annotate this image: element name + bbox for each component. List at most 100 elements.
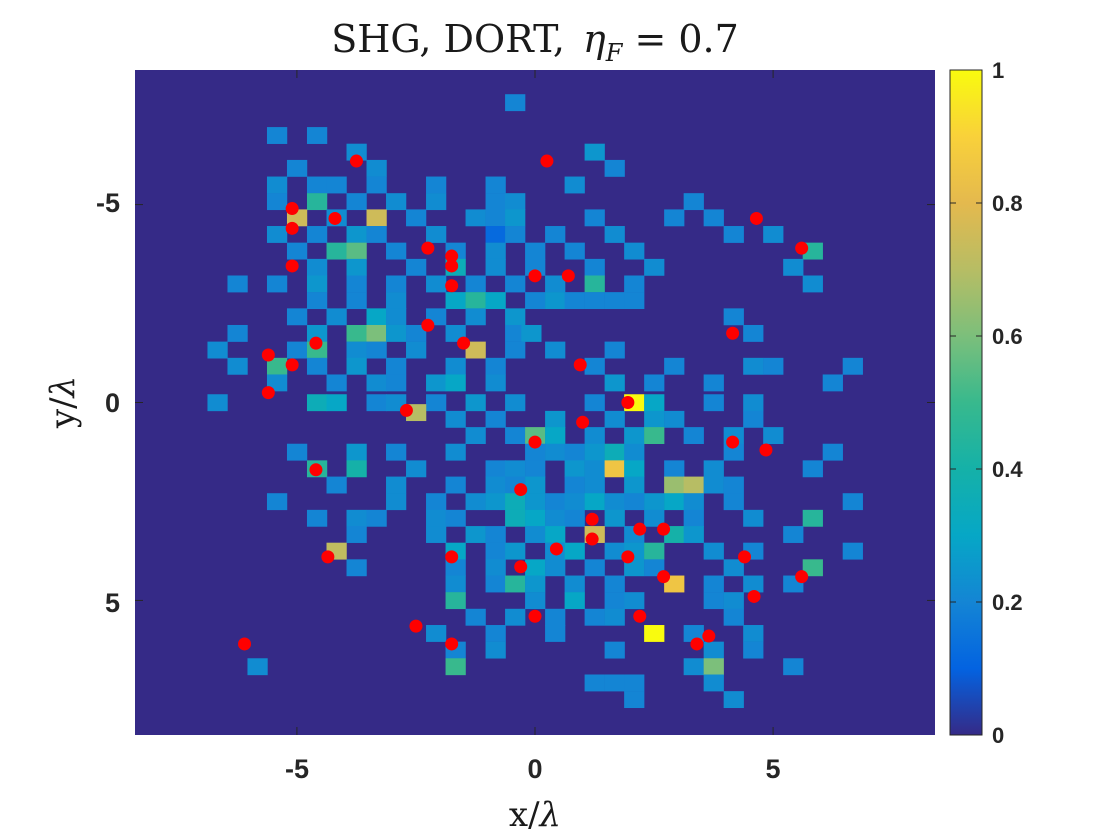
marker-point xyxy=(621,396,635,409)
heatmap-cell xyxy=(386,292,407,310)
heatmap-cell xyxy=(445,592,466,610)
marker-point xyxy=(726,326,740,340)
marker-point xyxy=(528,609,542,623)
heatmap-cell xyxy=(584,275,605,293)
marker-point xyxy=(657,570,671,584)
heatmap-cell xyxy=(306,176,328,194)
heatmap-cell xyxy=(306,324,328,342)
heatmap-cell xyxy=(505,341,526,359)
chart-title-prefix: SHG, DORT, xyxy=(331,17,565,61)
heatmap-cell xyxy=(525,242,546,260)
heatmap-cell xyxy=(564,592,585,610)
heatmap-cell xyxy=(783,258,804,276)
heatmap-cell xyxy=(266,176,288,194)
heatmap-cell xyxy=(386,308,407,326)
heatmap-cell xyxy=(664,357,685,375)
heatmap-cell xyxy=(644,258,665,276)
heatmap-cell xyxy=(386,476,407,494)
heatmap-cell xyxy=(743,357,764,375)
heatmap-cell xyxy=(703,575,724,593)
heatmap-cell xyxy=(564,542,585,560)
heatmap-cell xyxy=(683,625,704,642)
heatmap-cell xyxy=(426,176,447,194)
heatmap-cell xyxy=(247,658,268,676)
heatmap-cell xyxy=(584,476,605,494)
heatmap-cell xyxy=(683,476,704,494)
heatmap-cell xyxy=(545,625,566,642)
heatmap-cell xyxy=(525,509,546,527)
heatmap-cell xyxy=(644,493,665,511)
heatmap-cell xyxy=(207,394,228,412)
heatmap-cell xyxy=(545,226,566,243)
heatmap-cell xyxy=(604,341,625,359)
heatmap-cell xyxy=(346,242,367,260)
heatmap-cell xyxy=(545,341,566,359)
marker-point xyxy=(528,269,542,283)
heatmap-cell xyxy=(545,427,566,444)
heatmap-cell xyxy=(545,608,566,626)
heatmap-cell xyxy=(346,559,367,577)
marker-points xyxy=(238,154,809,651)
heatmap-cells xyxy=(207,94,863,709)
heatmap-cell xyxy=(207,341,228,359)
heatmap-cell xyxy=(346,292,367,310)
heatmap-cell xyxy=(783,526,804,543)
heatmap-cell xyxy=(564,476,585,494)
heatmap-cell xyxy=(842,357,863,375)
heatmap-cell xyxy=(445,292,466,310)
heatmap-cell xyxy=(822,374,843,392)
heatmap-cell xyxy=(465,308,486,326)
marker-point xyxy=(445,637,459,651)
heatmap-cell xyxy=(525,460,546,478)
heatmap-cell xyxy=(822,443,843,461)
heatmap-cell xyxy=(624,427,645,444)
heatmap-cell xyxy=(485,357,506,375)
heatmap-cell xyxy=(485,526,506,543)
heatmap-cell xyxy=(584,443,605,461)
heatmap-cell xyxy=(306,193,328,211)
heatmap-cell xyxy=(286,308,308,326)
heatmap-cell xyxy=(624,493,645,511)
heatmap-cell xyxy=(604,226,625,243)
y-axis-label: y/λ xyxy=(43,376,83,429)
heatmap-cell xyxy=(465,292,486,310)
heatmap-cell xyxy=(485,476,506,494)
heatmap-cell xyxy=(564,493,585,511)
heatmap-cell xyxy=(723,691,744,709)
marker-point xyxy=(285,202,299,216)
heatmap-cell xyxy=(465,608,486,626)
heatmap-cell xyxy=(485,559,506,577)
heatmap-cell xyxy=(624,559,645,577)
heatmap-cell xyxy=(584,143,605,161)
heatmap-cell xyxy=(703,592,724,610)
heatmap-cell xyxy=(763,427,784,444)
heatmap-cell xyxy=(842,542,863,560)
heatmap-cell xyxy=(485,226,506,243)
heatmap-cell xyxy=(743,509,764,527)
heatmap-cell xyxy=(525,526,546,543)
heatmap-cell xyxy=(604,542,625,560)
heatmap-cell xyxy=(703,674,724,692)
heatmap-cell xyxy=(445,443,466,461)
marker-point xyxy=(549,542,563,556)
heatmap-cell xyxy=(505,608,526,626)
heatmap-cell xyxy=(644,542,665,560)
heatmap-cell xyxy=(683,509,704,527)
heatmap-cell xyxy=(703,394,724,412)
marker-point xyxy=(573,358,587,372)
heatmap-cell xyxy=(743,394,764,412)
heatmap-cell xyxy=(802,559,823,577)
heatmap-cell xyxy=(445,357,466,375)
heatmap-cell xyxy=(703,460,724,478)
marker-point xyxy=(309,463,323,477)
colorbar-tick-label: 0 xyxy=(992,723,1004,748)
heatmap-cell xyxy=(683,193,704,211)
heatmap-cell xyxy=(286,242,308,260)
marker-point xyxy=(759,443,773,457)
heatmap-cell xyxy=(525,575,546,593)
heatmap-cell xyxy=(445,658,466,676)
heatmap-cell xyxy=(743,625,764,642)
heatmap-cell xyxy=(366,341,387,359)
heatmap-cell xyxy=(346,258,367,276)
heatmap-cell xyxy=(366,159,387,177)
